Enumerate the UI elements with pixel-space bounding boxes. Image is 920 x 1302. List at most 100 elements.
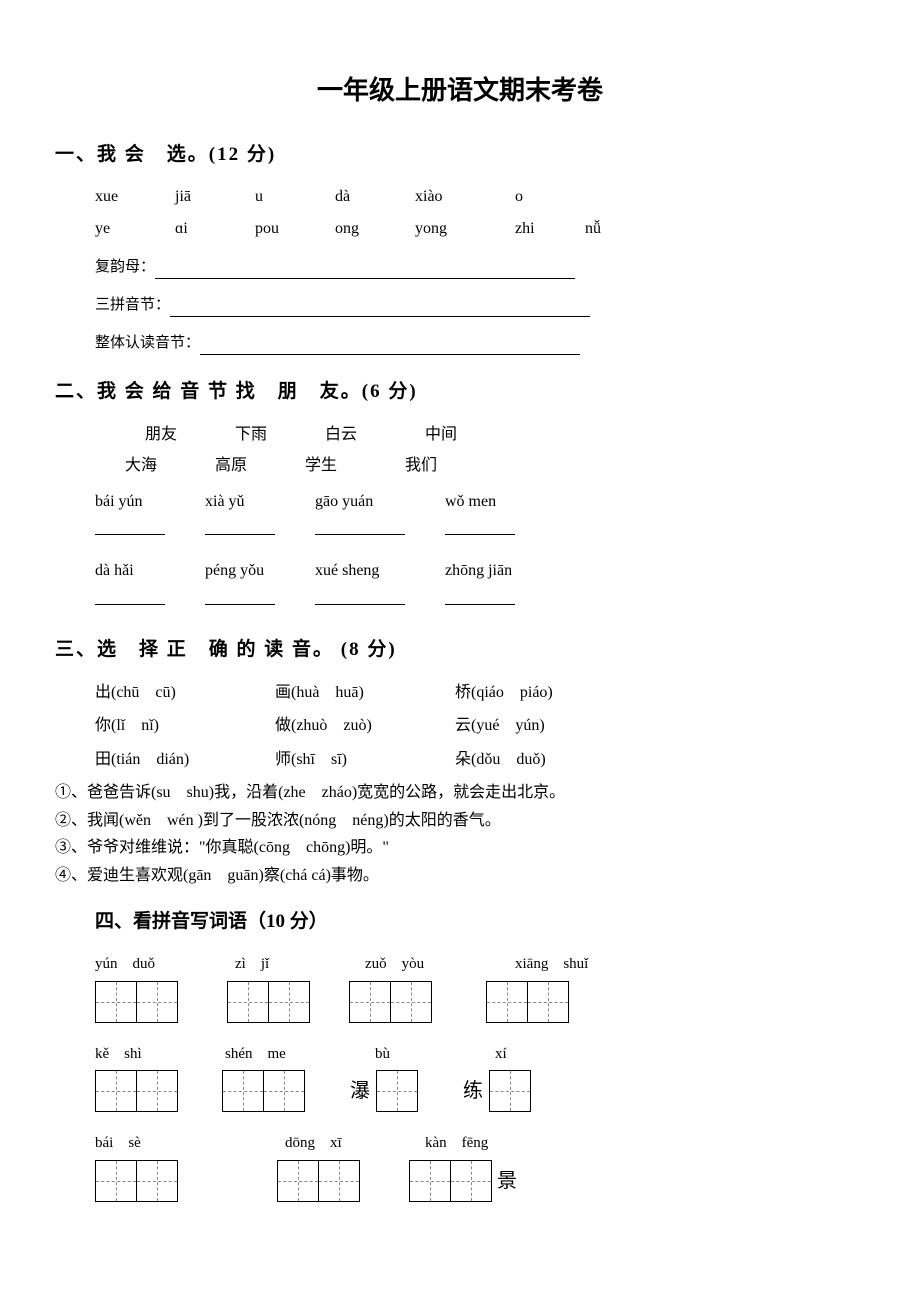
word-item: bái yún xyxy=(95,489,205,515)
pinyin-item: o xyxy=(515,184,575,210)
sentence-line: ④、爱迪生喜欢观(gān guān)察(chá cá)事物。 xyxy=(55,863,865,889)
choice-item: 田(tián dián) xyxy=(95,747,275,773)
answer-line[interactable] xyxy=(155,264,575,279)
word-item: 我们 xyxy=(405,453,485,479)
answer-line[interactable] xyxy=(200,340,580,355)
tianzige-box[interactable] xyxy=(318,1160,360,1202)
section-4-heading: 四、看拼音写词语（10 分） xyxy=(95,907,865,937)
word-item: 下雨 xyxy=(235,422,325,448)
fill-label: 复韵母： xyxy=(95,259,155,275)
word-item: dà hǎi xyxy=(95,558,205,584)
tianzige-box[interactable] xyxy=(95,1070,137,1112)
tianzige-box[interactable] xyxy=(450,1160,492,1202)
word-item: 高原 xyxy=(215,453,305,479)
pinyin-item: ong xyxy=(335,216,415,242)
box-group xyxy=(95,1070,177,1112)
pinyin-label: xí xyxy=(495,1042,595,1066)
tianzige-box[interactable] xyxy=(486,981,528,1023)
pinyin-label: zuǒ yòu xyxy=(365,952,515,976)
s2-words-1: 朋友下雨白云中间 xyxy=(145,422,865,448)
word-item: 中间 xyxy=(425,422,505,448)
box-group xyxy=(222,1070,304,1112)
tianzige-box[interactable] xyxy=(95,981,137,1023)
pinyin-item: u xyxy=(255,184,335,210)
fixed-char: 练 xyxy=(463,1075,483,1107)
pinyin-label: kàn fēng xyxy=(425,1131,575,1155)
tianzige-box[interactable] xyxy=(527,981,569,1023)
choice-row: 出(chū cū)画(huà huā)桥(qiáo piáo) xyxy=(95,680,865,706)
pinyin-item: pou xyxy=(255,216,335,242)
tianzige-box[interactable] xyxy=(227,981,269,1023)
s2-words-2: 大海高原学生我们 xyxy=(125,453,865,479)
tianzige-box[interactable] xyxy=(263,1070,305,1112)
pinyin-item: xue xyxy=(95,184,175,210)
tianzige-box[interactable] xyxy=(268,981,310,1023)
fill-label: 三拼音节： xyxy=(95,297,170,313)
answer-blank[interactable] xyxy=(315,589,405,605)
choice-item: 桥(qiáo piáo) xyxy=(455,680,635,706)
choice-item: 做(zhuò zuò) xyxy=(275,713,455,739)
pinyin-item: jiā xyxy=(175,184,255,210)
pinyin-label: bái sè xyxy=(95,1131,285,1155)
s2-pinyin-1: bái yúnxià yǔgāo yuánwǒ men xyxy=(95,489,865,515)
box-group xyxy=(409,1160,491,1202)
s4-area: yún duǒzì jǐzuǒ yòuxiāng shuǐ kě shìshén… xyxy=(95,951,865,1202)
choice-item: 云(yué yún) xyxy=(455,713,635,739)
word-item: 大海 xyxy=(125,453,215,479)
pinyin-item: ɑi xyxy=(175,216,255,242)
sentence-line: ③、爷爷对维维说："你真聪(cōng chōng)明。" xyxy=(55,835,865,861)
box-group xyxy=(349,981,431,1023)
tianzige-box[interactable] xyxy=(136,981,178,1023)
answer-blank[interactable] xyxy=(205,589,275,605)
word-item: 朋友 xyxy=(145,422,235,448)
answer-blank[interactable] xyxy=(95,589,165,605)
pinyin-label: yún duǒ xyxy=(95,952,235,976)
tianzige-box[interactable] xyxy=(390,981,432,1023)
pinyin-label: dōng xī xyxy=(285,1131,425,1155)
choice-item: 画(huà huā) xyxy=(275,680,455,706)
choice-item: 师(shī sī) xyxy=(275,747,455,773)
fixed-char: 瀑 xyxy=(350,1075,370,1107)
box-group xyxy=(376,1070,417,1112)
answer-blank[interactable] xyxy=(445,519,515,535)
section-2-heading: 二、我 会 给 音 节 找 朋 友。(6 分) xyxy=(55,377,865,407)
pinyin-item: ye xyxy=(95,216,175,242)
answer-blank[interactable] xyxy=(95,519,165,535)
tianzige-box[interactable] xyxy=(95,1160,137,1202)
tianzige-box[interactable] xyxy=(136,1070,178,1112)
choice-row: 你(lǐ nǐ)做(zhuò zuò)云(yué yún) xyxy=(95,713,865,739)
word-item: 白云 xyxy=(325,422,425,448)
s1-row2: yeɑipouongyongzhinǚ xyxy=(95,216,865,242)
word-item: zhōng jiān xyxy=(445,558,555,584)
tianzige-box[interactable] xyxy=(376,1070,418,1112)
tianzige-box[interactable] xyxy=(489,1070,531,1112)
answer-blank[interactable] xyxy=(445,589,515,605)
pinyin-item: zhi xyxy=(515,216,585,242)
box-group xyxy=(227,981,309,1023)
pinyin-label: shén me xyxy=(225,1042,375,1066)
s2-blanks-1 xyxy=(95,518,865,544)
sentence-line: ①、爸爸告诉(su shu)我，沿着(zhe zháo)宽宽的公路，就会走出北京… xyxy=(55,780,865,806)
pinyin-label: bù xyxy=(375,1042,495,1066)
tianzige-box[interactable] xyxy=(277,1160,319,1202)
section-1-heading: 一、我 会 选。(12 分) xyxy=(55,140,865,170)
pinyin-item: nǚ xyxy=(585,216,635,242)
s2-pinyin-2: dà hǎipéng yǒuxué shengzhōng jiān xyxy=(95,558,865,584)
box-group xyxy=(277,1160,359,1202)
answer-blank[interactable] xyxy=(205,519,275,535)
page-title: 一年级上册语文期末考卷 xyxy=(55,70,865,112)
fill-line: 复韵母： xyxy=(95,255,865,279)
choice-item: 你(lǐ nǐ) xyxy=(95,713,275,739)
tianzige-box[interactable] xyxy=(349,981,391,1023)
choice-item: 出(chū cū) xyxy=(95,680,275,706)
answer-line[interactable] xyxy=(170,302,590,317)
pinyin-label: zì jǐ xyxy=(235,952,365,976)
pinyin-label: xiāng shuǐ xyxy=(515,952,655,976)
box-group xyxy=(489,1070,530,1112)
box-group xyxy=(486,981,568,1023)
word-item: péng yǒu xyxy=(205,558,315,584)
tianzige-box[interactable] xyxy=(409,1160,451,1202)
answer-blank[interactable] xyxy=(315,519,405,535)
tianzige-box[interactable] xyxy=(222,1070,264,1112)
tianzige-box[interactable] xyxy=(136,1160,178,1202)
